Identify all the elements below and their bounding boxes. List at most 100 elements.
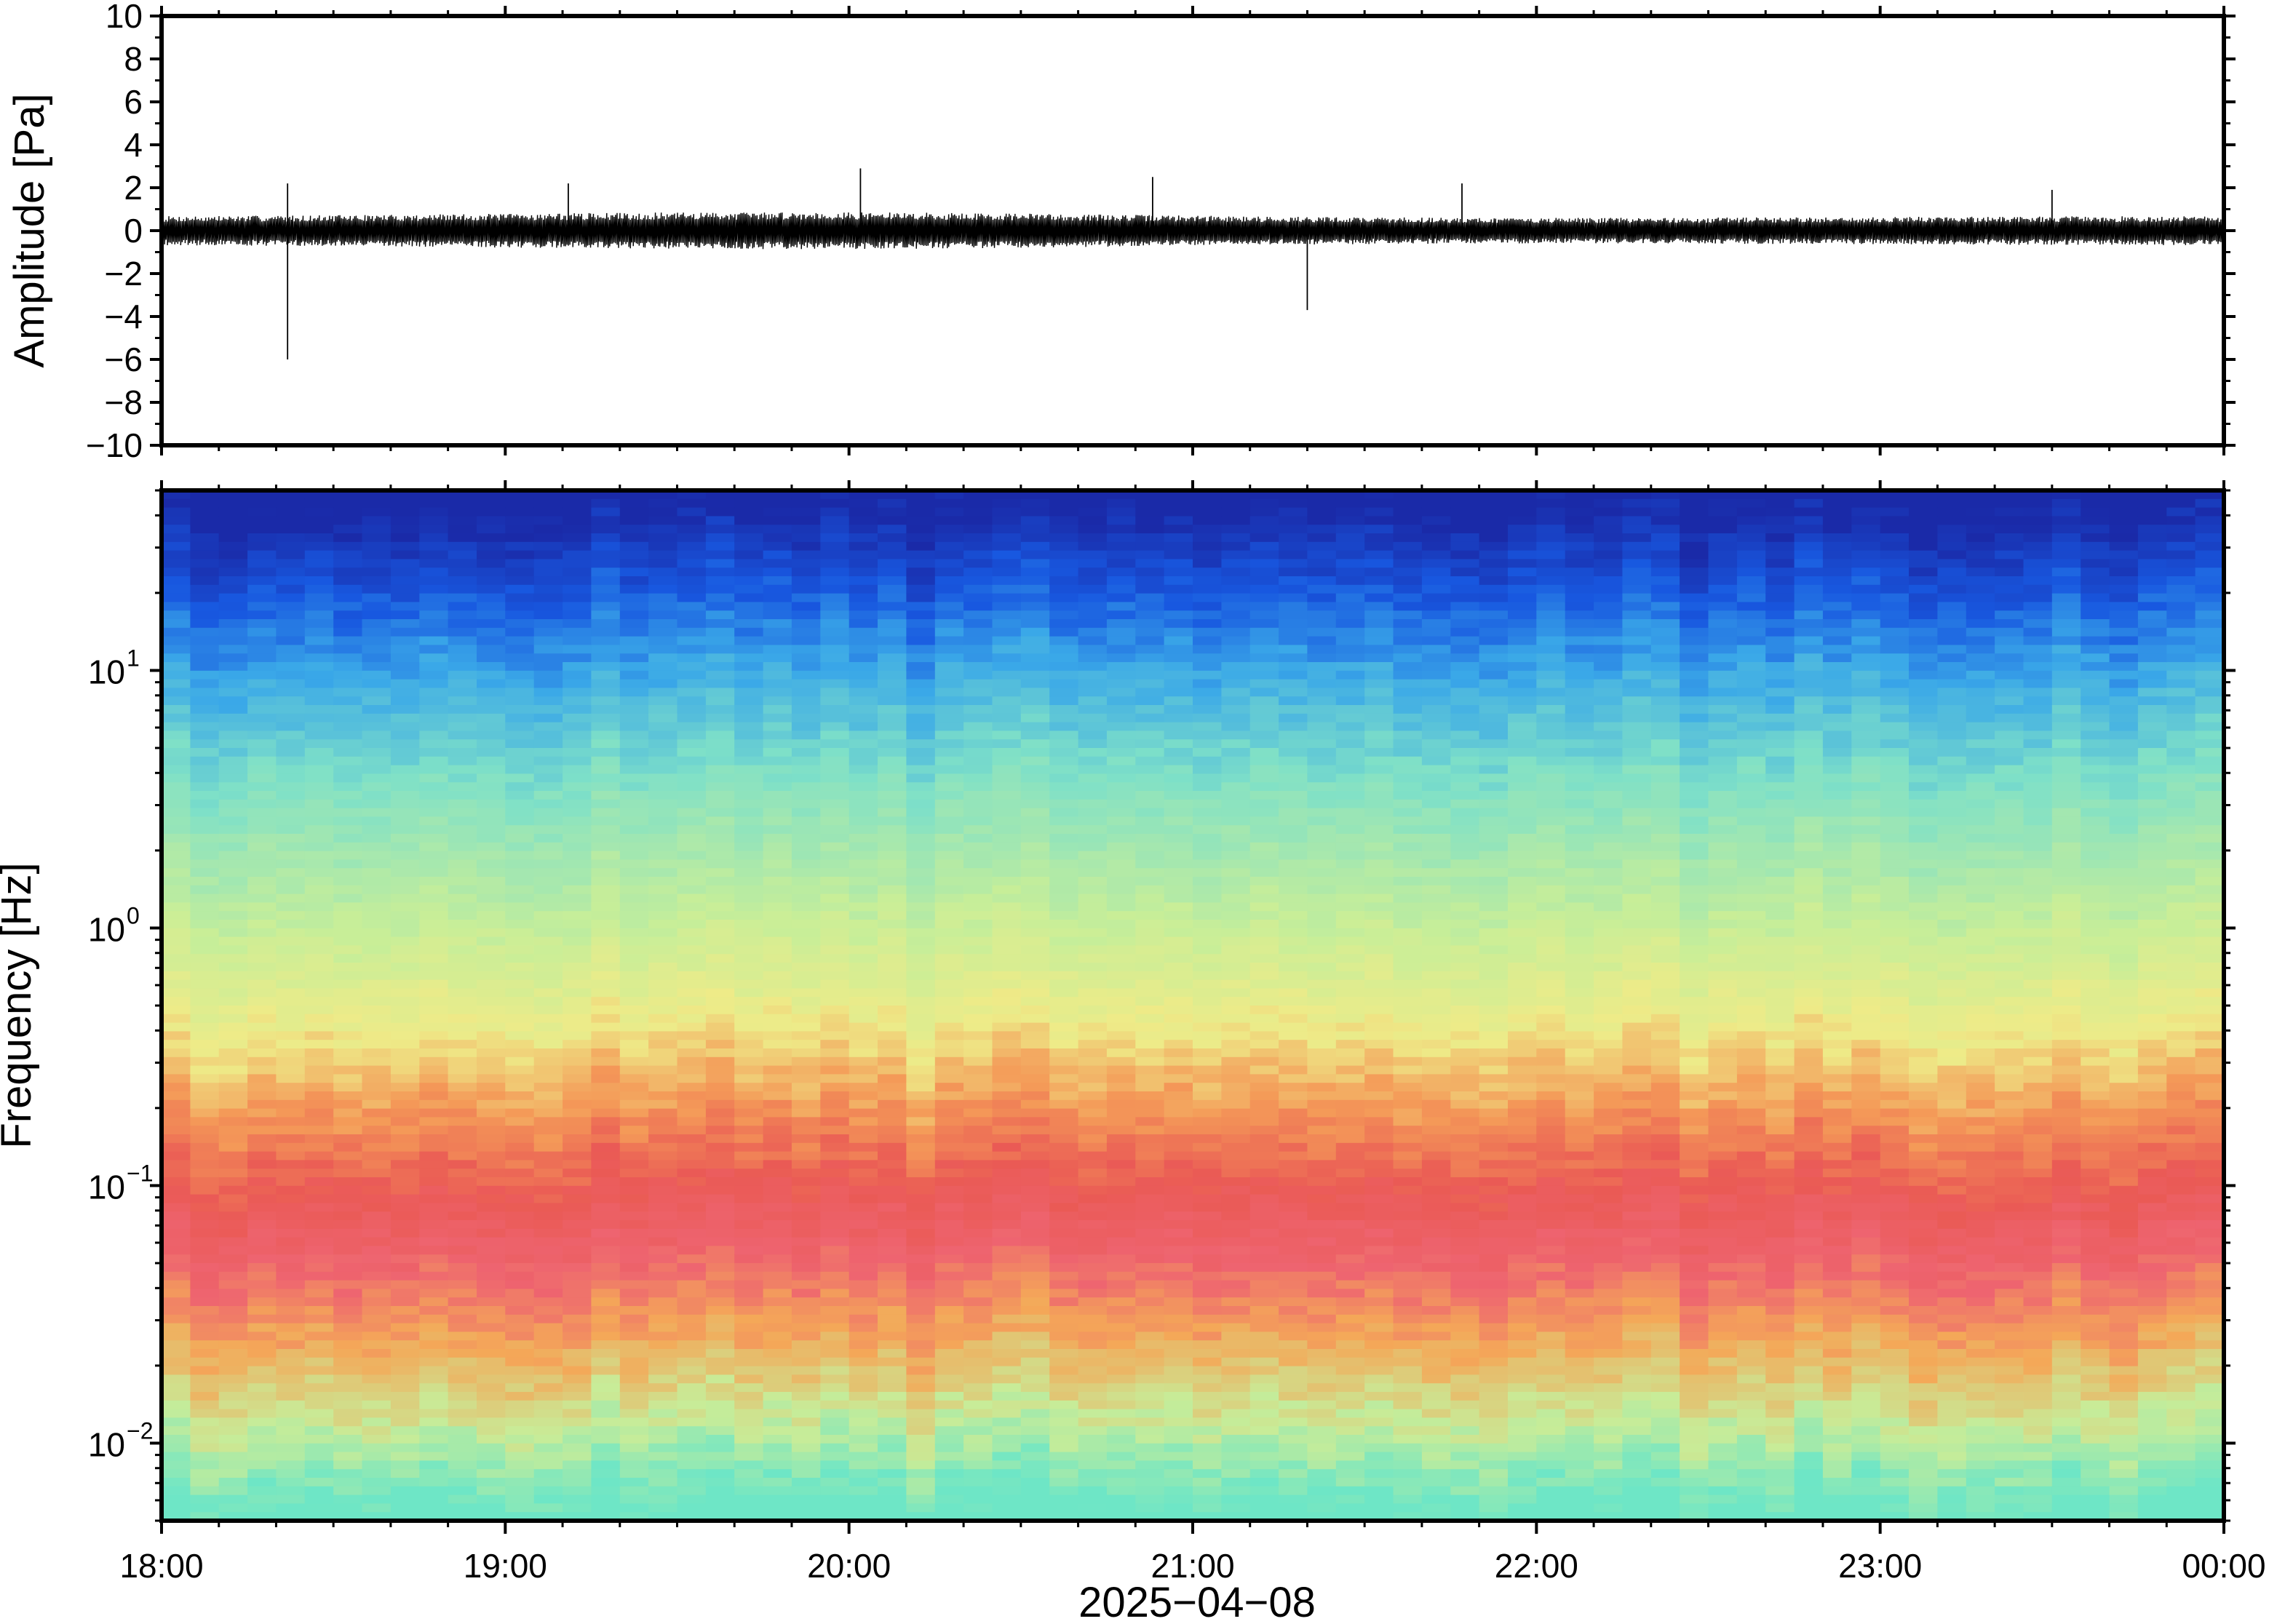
spectrogram-cell bbox=[477, 1271, 506, 1281]
spectrogram-cell bbox=[1307, 1486, 1337, 1496]
spectrogram-cell bbox=[247, 1426, 277, 1436]
spectrogram-cell bbox=[791, 1228, 822, 1238]
spectrogram-cell bbox=[1193, 1048, 1223, 1058]
spectrogram-cell bbox=[992, 1014, 1022, 1024]
spectrogram-cell bbox=[390, 1409, 421, 1419]
spectrogram-cell bbox=[1307, 584, 1337, 594]
spectrogram-cell bbox=[1106, 525, 1137, 534]
spectrogram-cell bbox=[1221, 1014, 1251, 1024]
spectrogram-cell bbox=[648, 584, 678, 594]
spectrogram-cell bbox=[477, 1452, 506, 1462]
spectrogram-cell bbox=[791, 1160, 822, 1169]
spectrogram-cell bbox=[563, 525, 592, 534]
spectrogram-cell bbox=[362, 885, 392, 895]
spectrogram-cell bbox=[1307, 945, 1337, 955]
spectrogram-cell bbox=[791, 1435, 822, 1444]
spectrogram-cell bbox=[1221, 834, 1251, 843]
spectrogram-cell bbox=[820, 920, 850, 929]
spectrogram-cell bbox=[1249, 1246, 1279, 1255]
spectrogram-cell bbox=[1049, 1142, 1079, 1153]
spectrogram-cell bbox=[390, 1048, 421, 1058]
spectrogram-cell bbox=[763, 1332, 792, 1341]
spectrogram-cell bbox=[533, 954, 563, 963]
spectrogram-cell bbox=[218, 576, 248, 586]
spectrogram-cell bbox=[849, 1056, 878, 1067]
spectrogram-cell bbox=[820, 670, 850, 680]
spectrogram-cell bbox=[677, 1306, 707, 1315]
spectrogram-cell bbox=[1049, 584, 1079, 594]
spectrogram-cell bbox=[390, 490, 421, 500]
spectrogram-cell bbox=[448, 979, 477, 990]
spectrogram-cell bbox=[1135, 1263, 1165, 1273]
spectrogram-cell bbox=[963, 1099, 993, 1110]
spectrogram-cell bbox=[591, 559, 621, 568]
spectrogram-cell bbox=[247, 593, 277, 603]
spectrogram-cell bbox=[591, 1117, 621, 1126]
spectrogram-cell bbox=[906, 842, 936, 852]
spectrogram-cell bbox=[791, 920, 822, 929]
spectrogram-cell bbox=[247, 662, 277, 672]
spectrogram-cell bbox=[763, 1185, 792, 1195]
spectrogram-cell bbox=[1164, 568, 1193, 577]
spectrogram-cell bbox=[992, 885, 1022, 895]
spectrogram-cell bbox=[849, 1099, 878, 1110]
spectrogram-cell bbox=[218, 498, 248, 509]
spectrogram-cell bbox=[247, 1409, 277, 1419]
spectrogram-cell bbox=[1249, 507, 1279, 517]
spectrogram-cell bbox=[820, 1022, 850, 1032]
spectrogram-cell bbox=[1164, 1065, 1193, 1075]
spectrogram-cell bbox=[820, 1169, 850, 1178]
spectrogram-cell bbox=[1279, 1091, 1308, 1101]
spectrogram-cell bbox=[878, 550, 907, 560]
spectrogram-cell bbox=[218, 1263, 248, 1273]
spectrogram-cell bbox=[591, 1160, 621, 1169]
spectrogram-cell bbox=[1020, 1203, 1050, 1212]
spectrogram-cell bbox=[1221, 1169, 1251, 1178]
spectrogram-cell bbox=[849, 1151, 878, 1161]
spectrogram-cell bbox=[963, 834, 993, 843]
spectrogram-cell bbox=[591, 756, 621, 766]
spectrogram-cell bbox=[878, 756, 907, 766]
spectrogram-cell bbox=[849, 688, 878, 697]
spectrogram-cell bbox=[505, 902, 535, 912]
spectrogram-cell bbox=[333, 645, 363, 654]
spectrogram-cell bbox=[304, 645, 334, 654]
spectrogram-cell bbox=[333, 593, 363, 603]
spectrogram-cell bbox=[763, 602, 792, 611]
spectrogram-cell bbox=[533, 834, 563, 843]
spectrogram-cell bbox=[477, 893, 506, 904]
spectrogram-cell bbox=[448, 756, 477, 766]
spectrogram-cell bbox=[963, 954, 993, 963]
spectrogram-cell bbox=[162, 602, 191, 611]
spectrogram-cell bbox=[1193, 1357, 1223, 1367]
spectrogram-cell bbox=[304, 1306, 334, 1315]
spectrogram-cell bbox=[563, 602, 592, 611]
spectrogram-cell bbox=[448, 954, 477, 963]
spectrogram-cell bbox=[1164, 1246, 1193, 1255]
spectrogram-cell bbox=[1221, 1452, 1251, 1462]
spectrogram-cell bbox=[1279, 1117, 1308, 1126]
spectrogram-cell bbox=[1279, 602, 1308, 611]
spectrogram-cell bbox=[1049, 1314, 1079, 1324]
spectrogram-cell bbox=[390, 1400, 421, 1410]
spectrogram-cell bbox=[419, 1349, 449, 1358]
spectrogram-cell bbox=[763, 1203, 792, 1212]
spectrogram-cell bbox=[390, 1006, 421, 1015]
waveform-y-axis-title: Amplitude [Pa] bbox=[6, 93, 53, 367]
spectrogram-cell bbox=[992, 1263, 1022, 1273]
spectrogram-cell bbox=[619, 997, 649, 1006]
spectrogram-cell bbox=[677, 1357, 707, 1367]
spectrogram-cell bbox=[1135, 1203, 1165, 1212]
spectrogram-cell bbox=[1135, 516, 1165, 525]
spectrogram-cell bbox=[190, 936, 220, 947]
spectrogram-cell bbox=[878, 688, 907, 697]
spectrogram-cell bbox=[619, 979, 649, 990]
spectrogram-cell bbox=[849, 1297, 878, 1307]
spectrogram-cell bbox=[878, 1443, 907, 1453]
spectrogram-cell bbox=[448, 1452, 477, 1462]
spectrogram-cell bbox=[419, 885, 449, 895]
spectrogram-cell bbox=[648, 533, 678, 543]
spectrogram-cell bbox=[1078, 653, 1108, 663]
spectrogram-cell bbox=[563, 851, 592, 861]
spectrogram-cell bbox=[878, 1452, 907, 1462]
